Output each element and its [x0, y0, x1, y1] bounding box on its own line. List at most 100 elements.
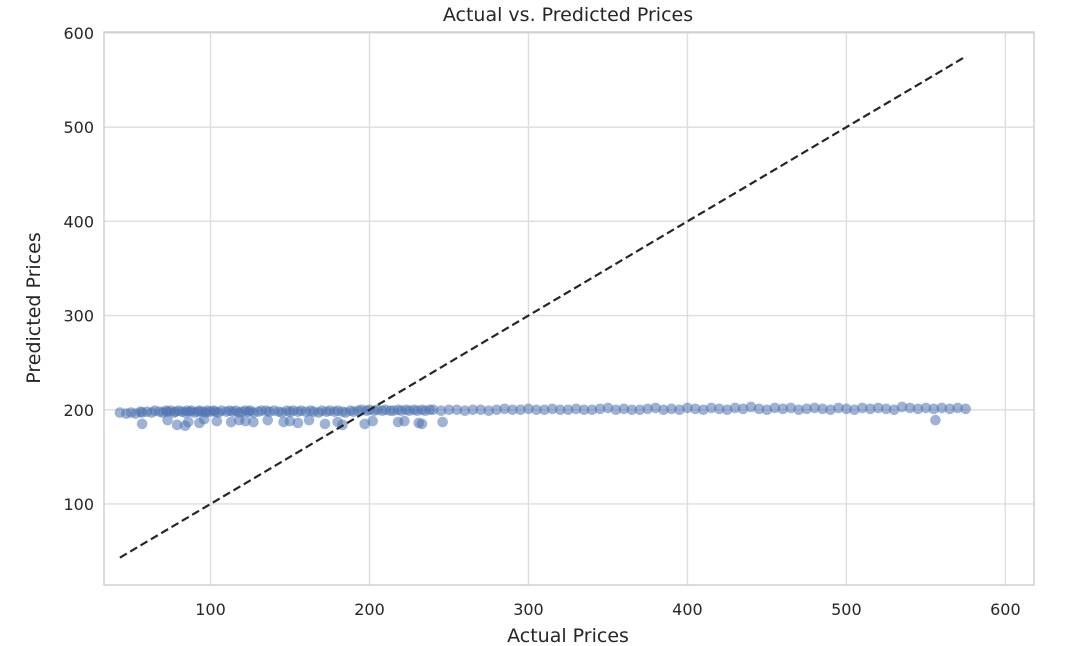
reference-line-layer	[119, 55, 967, 559]
data-point	[570, 403, 582, 415]
data-point	[467, 404, 479, 416]
data-point	[666, 403, 677, 415]
data-point	[562, 404, 574, 416]
data-point	[319, 418, 331, 430]
x-tick-label: 300	[513, 600, 544, 619]
y-tick-label: 600	[63, 24, 94, 43]
x-tick-label: 500	[831, 600, 862, 619]
data-point	[459, 405, 471, 417]
data-point	[761, 404, 773, 416]
y-tick-labels: 100 200 300 400 500 600	[63, 24, 94, 514]
data-point	[451, 404, 463, 416]
data-point	[928, 403, 940, 415]
data-point	[594, 403, 606, 415]
data-point	[857, 402, 868, 414]
data-point	[523, 403, 534, 415]
data-point	[658, 404, 669, 416]
data-point	[674, 404, 685, 416]
data-point	[737, 403, 749, 415]
data-point	[721, 404, 733, 416]
data-point	[483, 405, 495, 417]
y-tick-label: 500	[63, 118, 94, 137]
x-tick-label: 100	[195, 600, 226, 619]
data-point	[547, 403, 558, 415]
points-layer	[114, 401, 971, 432]
data-point	[427, 404, 439, 416]
data-point	[833, 402, 844, 414]
data-point	[729, 402, 741, 414]
data-point	[896, 401, 908, 413]
data-point	[920, 402, 932, 414]
data-point	[240, 415, 251, 427]
data-point	[171, 419, 183, 431]
y-axis-title: Predicted Prices	[23, 232, 45, 383]
data-point	[610, 404, 622, 416]
data-point	[930, 414, 941, 426]
data-point	[435, 405, 447, 417]
data-point	[801, 403, 812, 415]
data-point	[690, 403, 701, 415]
data-point	[284, 415, 296, 427]
data-point	[359, 418, 371, 430]
data-point	[554, 404, 566, 416]
data-point	[960, 403, 971, 415]
data-point	[650, 402, 661, 414]
data-point	[531, 404, 542, 416]
data-point	[872, 402, 884, 414]
data-point	[841, 403, 852, 415]
data-point	[292, 417, 304, 429]
data-point	[713, 403, 725, 415]
y-tick-label: 100	[63, 495, 94, 514]
data-point	[864, 403, 876, 415]
data-point	[944, 403, 956, 415]
data-point	[777, 403, 789, 415]
data-point	[303, 414, 315, 426]
spine-layer	[103, 31, 1035, 586]
data-point	[809, 402, 820, 414]
x-tick-label: 600	[990, 600, 1021, 619]
data-point	[225, 416, 237, 428]
data-point	[443, 404, 455, 416]
data-point	[705, 402, 717, 414]
data-point	[515, 404, 526, 416]
data-point	[248, 416, 259, 428]
data-point	[416, 418, 428, 430]
x-axis-title: Actual Prices	[507, 625, 629, 646]
data-point	[626, 404, 638, 416]
data-point	[618, 403, 630, 415]
data-point	[211, 415, 223, 427]
data-point	[936, 402, 948, 414]
x-tick-labels: 100 200 300 400 500 600	[195, 600, 1020, 619]
x-tick-label: 400	[672, 600, 703, 619]
data-point	[602, 402, 614, 414]
plot-frame	[103, 31, 1035, 586]
data-point	[634, 404, 646, 416]
data-point	[682, 402, 693, 414]
data-point	[578, 404, 590, 416]
data-point	[769, 402, 781, 414]
y-tick-label: 300	[63, 307, 94, 326]
data-point	[507, 404, 518, 416]
data-point	[399, 415, 410, 427]
data-point	[162, 414, 173, 426]
data-point	[586, 404, 598, 416]
data-point	[825, 404, 836, 416]
data-point	[491, 404, 502, 416]
data-point	[499, 403, 510, 415]
data-point	[539, 404, 550, 416]
data-point	[952, 402, 963, 414]
data-point	[793, 404, 805, 416]
x-tick-label: 200	[354, 600, 385, 619]
data-point	[912, 403, 924, 415]
y-tick-label: 400	[63, 212, 94, 231]
data-point	[880, 403, 892, 415]
data-point	[753, 403, 765, 415]
reference-line	[119, 55, 967, 559]
data-point	[182, 416, 194, 428]
data-point	[367, 415, 378, 427]
y-tick-label: 200	[63, 401, 94, 420]
data-point	[888, 404, 900, 416]
data-point	[849, 404, 860, 416]
